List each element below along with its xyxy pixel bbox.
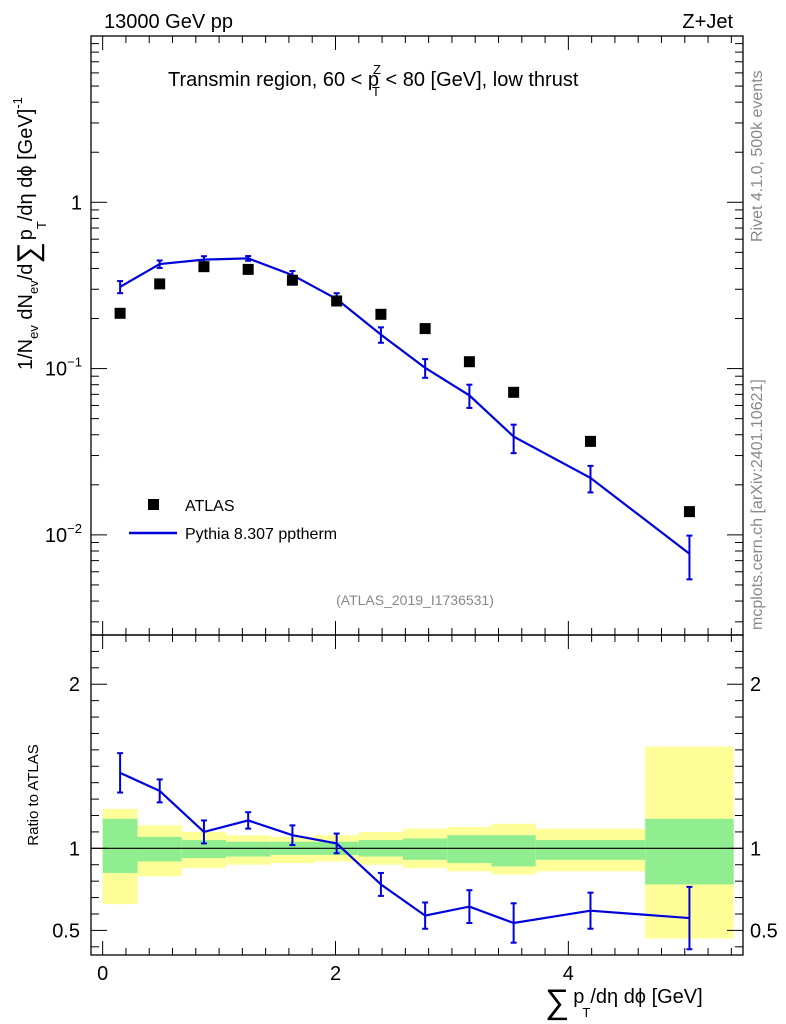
rivet-version-label: Rivet 4.1.0, 500k events <box>749 70 766 242</box>
ratio-band-inner <box>403 838 448 860</box>
ratio-line <box>119 771 690 925</box>
plot-title: Transmin region, 60 < pZ T < 80 [GeV], lo… <box>168 62 579 99</box>
ratio-band-inner <box>535 840 646 860</box>
ratio-y-tick-label: 2 <box>69 674 80 696</box>
mcplots-label: mcplots.cern.ch [arXiv:2401.10621] <box>749 379 766 630</box>
ratio-band-inner <box>137 836 182 862</box>
atlas-data-point <box>198 261 210 273</box>
x-tick-label: 4 <box>563 963 574 985</box>
atlas-data-point <box>463 356 475 368</box>
ratio-y-tick-label: 1 <box>69 838 80 860</box>
ratio-band-inner <box>181 840 227 859</box>
analysis-id-label: (ATLAS_2019_I1736531) <box>336 592 494 608</box>
y-tick-label: 10−1 <box>45 355 82 381</box>
ratio-band-inner <box>491 835 536 867</box>
ratio-panel: 0 2 4 0.5 0.5 1 1 2 2 Ratio to ATLAS <box>25 634 778 985</box>
atlas-data-point <box>508 386 520 398</box>
pythia-line <box>119 257 691 555</box>
ratio-band-inner <box>447 835 492 864</box>
y-axis-label: 1/Nev dNev/d∑pT/dη dϕ [GeV]-1 <box>10 97 49 370</box>
legend-label-pythia: Pythia 8.307 pptherm <box>185 526 337 543</box>
atlas-data-point <box>154 278 166 290</box>
legend-marker-atlas <box>148 499 159 510</box>
y-tick-label: 10−2 <box>45 521 82 547</box>
ratio-y-tick-label: 0.5 <box>52 920 80 942</box>
legend: ATLAS Pythia 8.307 pptherm <box>129 498 337 543</box>
main-frame <box>90 35 744 636</box>
atlas-data-point <box>286 274 298 286</box>
ratio-band-inner <box>102 818 138 873</box>
atlas-data-point <box>683 506 695 518</box>
atlas-data-point <box>419 323 431 335</box>
atlas-data-point <box>114 307 126 319</box>
ratio-y-axis-label: Ratio to ATLAS <box>25 744 42 845</box>
x-tick-label: 0 <box>97 963 108 985</box>
ratio-frame <box>90 634 744 956</box>
y-tick-label: 1 <box>71 192 82 214</box>
ratio-band-inner <box>645 818 734 885</box>
atlas-data-point <box>242 263 254 275</box>
x-axis-label: ∑ p T/dη dϕ [GeV] <box>545 983 703 1021</box>
header-collision-label: 13000 GeV pp <box>104 11 233 33</box>
ratio-y-tick-label-right: 1 <box>750 838 761 860</box>
header-process-label: Z+Jet <box>682 11 733 33</box>
x-tick-label: 2 <box>330 963 341 985</box>
legend-label-atlas: ATLAS <box>185 498 235 515</box>
atlas-data-point <box>375 308 387 320</box>
atlas-data-point <box>331 295 343 307</box>
ratio-band-inner <box>226 841 271 857</box>
ratio-y-tick-label-right: 0.5 <box>750 920 778 942</box>
main-panel: 1 10−1 10−2 Transmin region, 60 < pZ T < 80… <box>10 35 744 955</box>
ratio-y-tick-label-right: 2 <box>750 674 761 696</box>
atlas-data-point <box>584 435 596 447</box>
